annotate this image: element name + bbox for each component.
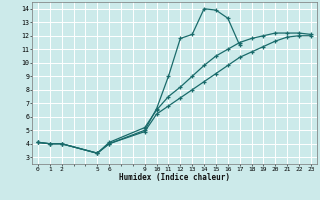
X-axis label: Humidex (Indice chaleur): Humidex (Indice chaleur) xyxy=(119,173,230,182)
